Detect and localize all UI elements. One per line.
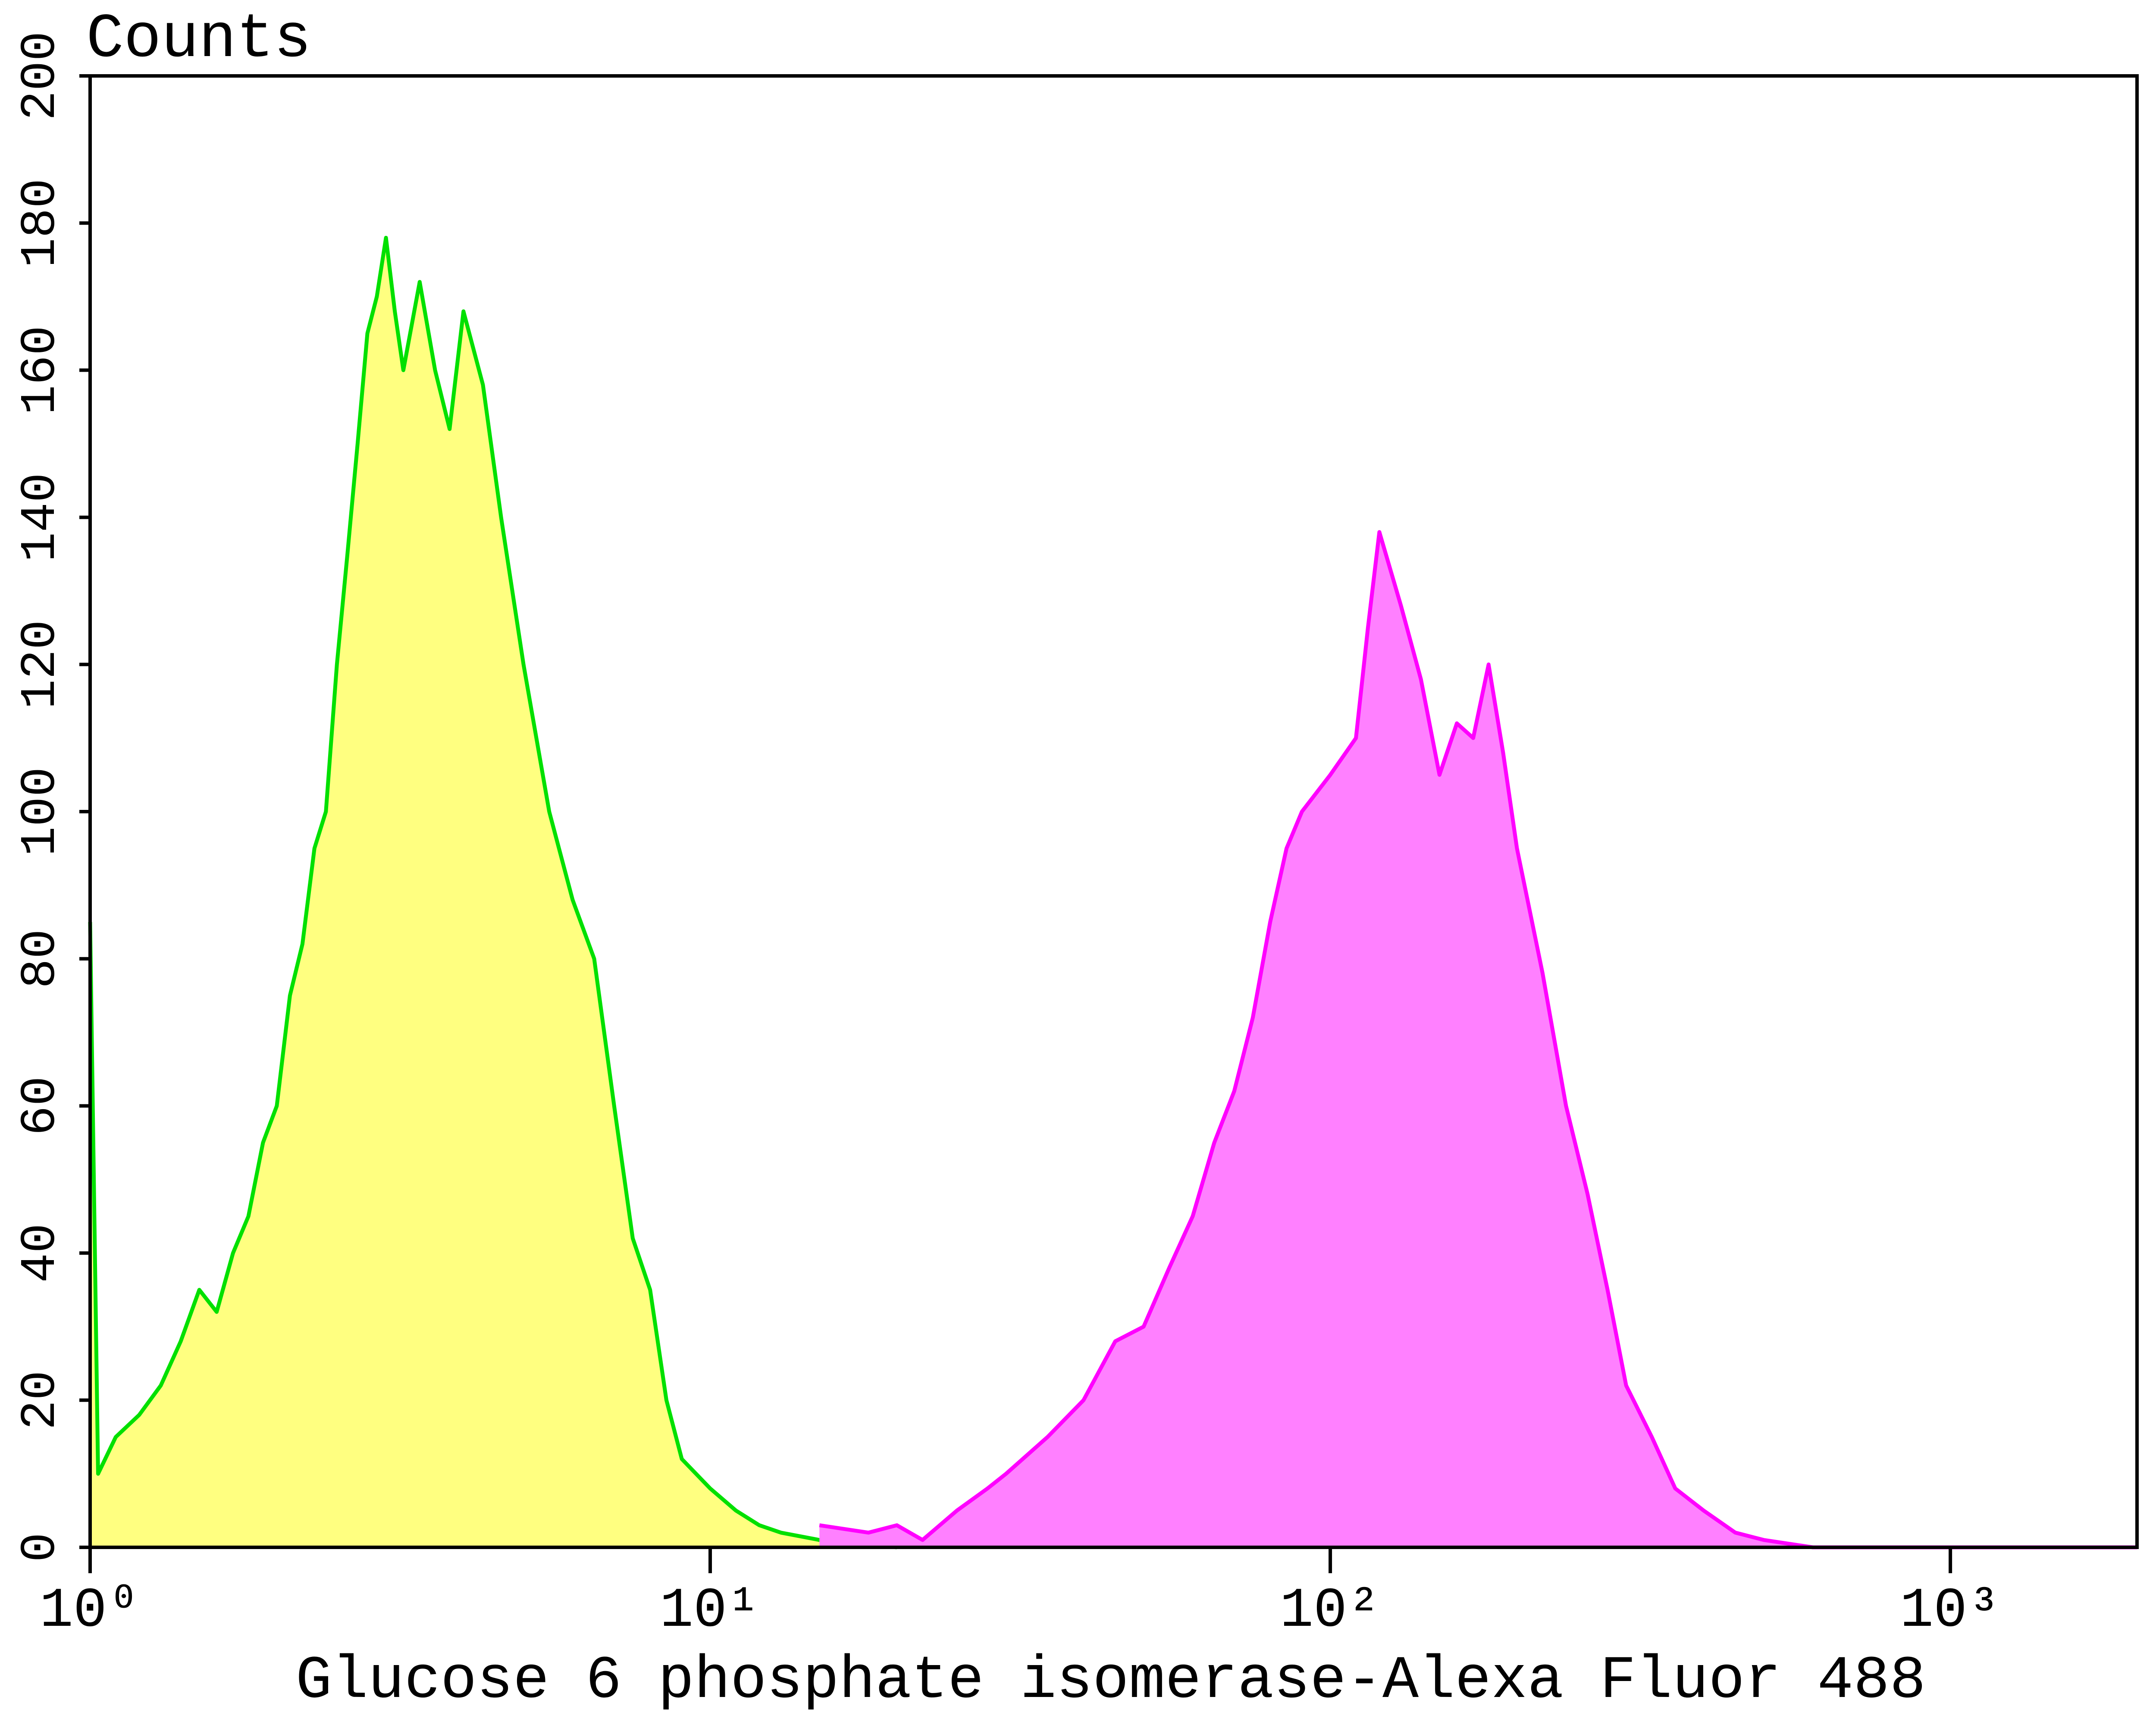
y-tick-label: 160: [13, 326, 69, 415]
y-tick-label: 0: [13, 1532, 69, 1562]
y-tick-label: 20: [13, 1371, 69, 1430]
y-tick-label: 180: [13, 179, 69, 268]
y-tick-label: 140: [13, 473, 69, 562]
chart-title: Counts: [86, 4, 311, 75]
x-tick-label: 10¹: [660, 1580, 761, 1643]
y-tick-label: 80: [13, 929, 69, 988]
plot-area: [88, 235, 2137, 1549]
histogram-line: [88, 235, 897, 1549]
y-tick-label: 100: [13, 767, 69, 856]
y-tick-label: 40: [13, 1223, 69, 1283]
x-axis-label: Glucose 6 phosphate isomerase-Alexa Fluo…: [296, 1647, 1926, 1716]
x-tick-label: 10⁰: [40, 1580, 141, 1643]
area-fill: [90, 238, 897, 1547]
y-tick-label: 60: [13, 1076, 69, 1135]
area-fill: [819, 532, 2137, 1547]
x-tick-label: 10³: [1900, 1580, 2001, 1643]
y-tick-label: 200: [13, 31, 69, 120]
x-tick-label: 10²: [1280, 1580, 1381, 1643]
y-tick-label: 120: [13, 620, 69, 709]
histogram-line: [819, 530, 2137, 1549]
